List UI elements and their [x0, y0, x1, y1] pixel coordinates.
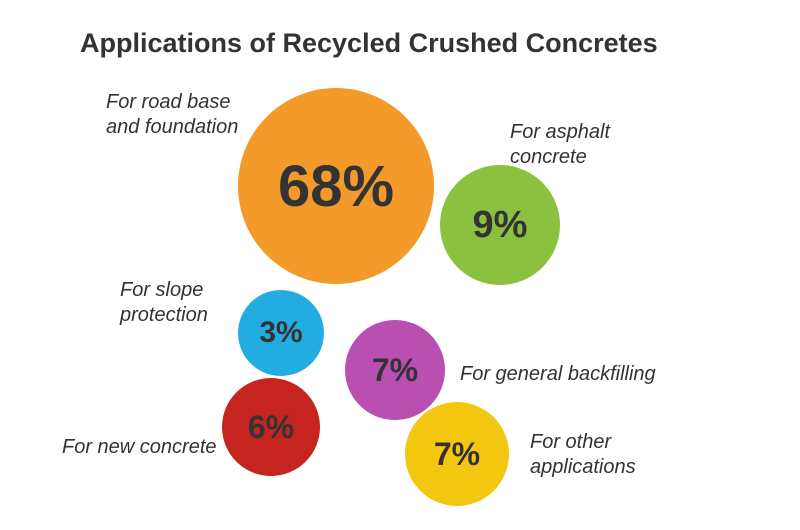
bubble-value: 7% — [372, 352, 418, 389]
bubble-road-base: 68% — [238, 88, 434, 284]
bubble-other: 7% — [405, 402, 509, 506]
label-line: and foundation — [106, 115, 238, 140]
label-road-base: For road baseand foundation — [106, 90, 238, 140]
label-backfill: For general backfilling — [460, 362, 656, 387]
label-line: concrete — [510, 145, 610, 170]
bubble-value: 3% — [259, 316, 302, 350]
infographic-canvas: Applications of Recycled Crushed Concret… — [0, 0, 800, 530]
label-slope: For slopeprotection — [120, 278, 208, 328]
label-line: protection — [120, 303, 208, 328]
label-line: For road base — [106, 90, 238, 115]
label-asphalt: For asphaltconcrete — [510, 120, 610, 170]
label-new-concrete: For new concrete — [62, 435, 217, 460]
label-line: For other — [530, 430, 636, 455]
bubble-new-concrete: 6% — [222, 378, 320, 476]
bubble-value: 9% — [473, 204, 528, 247]
bubble-asphalt: 9% — [440, 165, 560, 285]
chart-title: Applications of Recycled Crushed Concret… — [80, 28, 658, 59]
label-line: For slope — [120, 278, 208, 303]
label-line: applications — [530, 455, 636, 480]
label-line: For new concrete — [62, 435, 217, 460]
label-line: For general backfilling — [460, 362, 656, 387]
bubble-backfill: 7% — [345, 320, 445, 420]
bubble-slope: 3% — [238, 290, 324, 376]
label-line: For asphalt — [510, 120, 610, 145]
label-other: For otherapplications — [530, 430, 636, 480]
bubble-value: 7% — [434, 436, 480, 473]
bubble-value: 68% — [278, 153, 394, 220]
bubble-value: 6% — [248, 409, 294, 446]
